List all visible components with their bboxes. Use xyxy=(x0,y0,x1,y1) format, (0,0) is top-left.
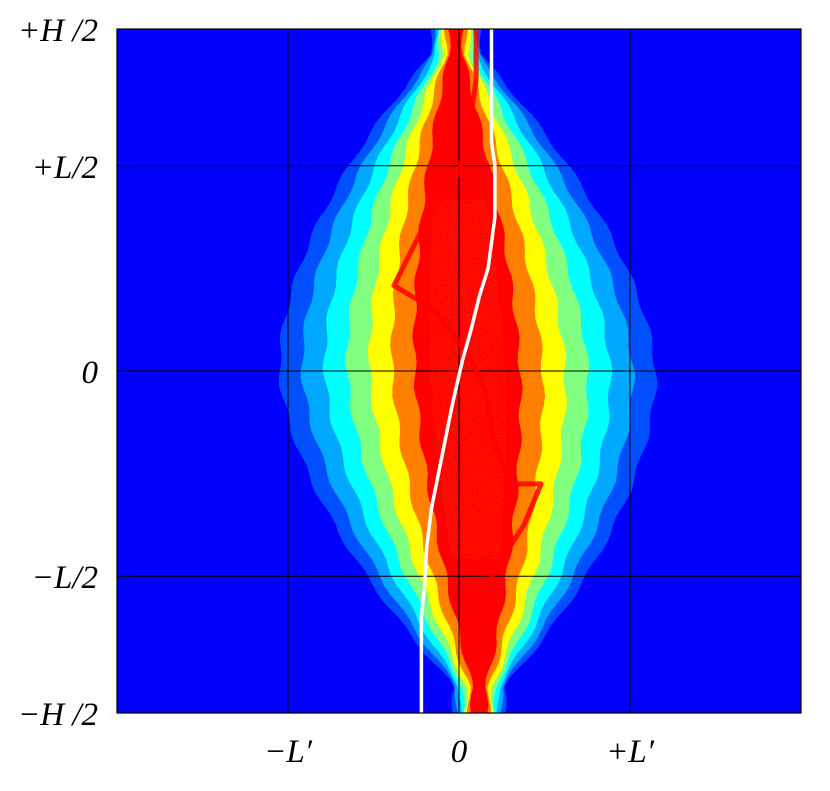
y-tick-label-1: +L/2 xyxy=(32,150,98,186)
y-tick-label-2: 0 xyxy=(82,355,99,391)
x-tick-label-0: −L′ xyxy=(264,734,313,770)
x-axis-ticks: −L′ 0 +L′ xyxy=(264,734,655,770)
y-tick-label-3: −L/2 xyxy=(32,560,98,596)
mean-profile-line xyxy=(419,29,497,713)
plot-frame xyxy=(116,28,802,714)
y-tick-label-0: +H /2 xyxy=(18,13,98,49)
x-tick-label-2: +L′ xyxy=(606,734,655,770)
profile-lines xyxy=(391,29,544,713)
ridge-line xyxy=(391,29,544,713)
plot-area xyxy=(116,28,802,714)
x-tick-label-1: 0 xyxy=(451,734,468,770)
y-axis-ticks: +H /2 +L/2 0 −L/2 −H /2 xyxy=(18,13,99,733)
y-tick-label-4: −H /2 xyxy=(18,697,98,733)
density-core xyxy=(429,200,506,560)
